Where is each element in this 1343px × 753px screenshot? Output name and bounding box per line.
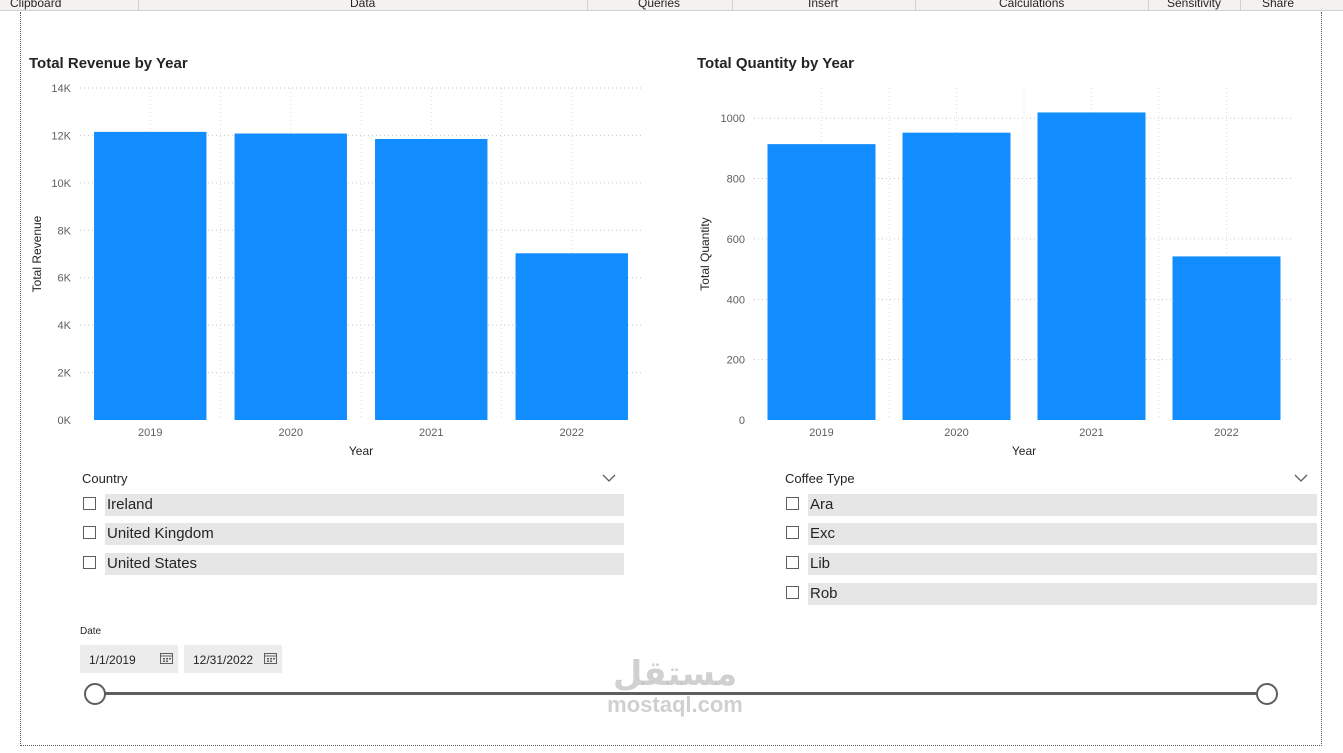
ribbon-group-queries[interactable]: Queries <box>638 0 681 10</box>
date-slider-end-handle[interactable] <box>1256 683 1278 705</box>
x-tick-label: 2021 <box>1079 427 1103 439</box>
checkbox[interactable] <box>786 497 799 510</box>
country-slicer-header: Country <box>82 471 128 486</box>
chevron-down-icon[interactable] <box>1294 473 1308 483</box>
ribbon: Clipboard Data Queries Insert Calculatio… <box>0 0 1343 11</box>
revenue-chart-title: Total Revenue by Year <box>29 55 188 72</box>
slicer-item-label: Ara <box>810 496 834 513</box>
x-tick-label: 2020 <box>944 427 968 439</box>
x-tick-label: 2019 <box>138 427 162 439</box>
calendar-icon[interactable] <box>160 652 173 664</box>
revenue-chart: 0K 2K 4K 6K 8K 10K 12K 14K 2019 2020 2021 2022 Year T… <box>30 83 642 458</box>
quantity-chart: 0 200 400 600 800 1000 2019 2020 2021 2022 Year Tot… <box>698 88 1294 458</box>
ribbon-separator <box>587 0 588 10</box>
country-item-ireland[interactable]: Ireland <box>83 494 624 516</box>
y-tick-label: 200 <box>727 355 745 367</box>
slicer-item-label: United Kingdom <box>107 525 214 542</box>
ribbon-group-calculations[interactable]: Calculations <box>999 0 1065 10</box>
quantity-bar-2022 <box>1172 256 1281 420</box>
slicer-item-label: Ireland <box>107 496 153 513</box>
y-tick-label: 10K <box>51 178 71 190</box>
quantity-chart-title: Total Quantity by Year <box>697 55 854 72</box>
checkbox[interactable] <box>786 526 799 539</box>
calendar-icon[interactable] <box>264 652 277 664</box>
x-tick-label: 2020 <box>279 427 303 439</box>
ribbon-separator <box>732 0 733 10</box>
start-date-input[interactable]: 1/1/2019 <box>80 645 178 673</box>
y-tick-label: 800 <box>727 174 745 186</box>
revenue-bar-2020 <box>234 133 347 420</box>
y-tick-label: 1000 <box>721 113 745 125</box>
y-tick-label: 12K <box>51 130 71 142</box>
revenue-y-axis-title: Total Revenue <box>30 215 44 292</box>
end-date-value: 12/31/2022 <box>193 653 254 667</box>
quantity-y-axis-title: Total Quantity <box>698 217 712 290</box>
country-item-united-kingdom[interactable]: United Kingdom <box>83 523 624 545</box>
y-tick-label: 0K <box>58 415 72 427</box>
slicer-item-background <box>105 553 624 575</box>
x-tick-label: 2022 <box>560 427 584 439</box>
date-slider-track[interactable] <box>95 692 1267 695</box>
slicer-item-background <box>808 553 1317 575</box>
checkbox[interactable] <box>83 556 96 569</box>
slicer-item-background <box>808 494 1317 516</box>
slicer-item-label: Rob <box>810 585 838 602</box>
report-canvas <box>20 12 1322 746</box>
y-tick-label: 14K <box>51 83 71 95</box>
date-slicer-label: Date <box>80 626 102 637</box>
end-date-input[interactable]: 12/31/2022 <box>184 645 282 673</box>
y-tick-label: 600 <box>727 234 745 246</box>
date-slider-start-handle[interactable] <box>84 683 106 705</box>
y-tick-label: 2K <box>58 368 72 380</box>
revenue-bar-2021 <box>375 138 488 420</box>
checkbox[interactable] <box>83 526 96 539</box>
checkbox[interactable] <box>786 586 799 599</box>
slicer-item-background <box>808 523 1317 545</box>
checkbox[interactable] <box>83 497 96 510</box>
country-item-united-states[interactable]: United States <box>83 553 624 575</box>
slicer-item-label: Exc <box>810 525 836 542</box>
slicer-item-background <box>105 523 624 545</box>
ribbon-separator <box>138 0 139 10</box>
revenue-x-axis-title: Year <box>349 444 373 458</box>
checkbox[interactable] <box>786 556 799 569</box>
ribbon-group-clipboard[interactable]: Clipboard <box>10 0 62 10</box>
slicer-item-background <box>808 583 1317 605</box>
coffee-item-rob[interactable]: Rob <box>786 583 1317 605</box>
coffee-item-lib[interactable]: Lib <box>786 553 1317 575</box>
y-tick-label: 400 <box>727 294 745 306</box>
revenue-bar-2019 <box>94 131 207 420</box>
y-tick-label: 8K <box>58 225 72 237</box>
slicer-item-label: United States <box>107 555 198 572</box>
watermark-latin-text: mostaql.com <box>607 692 743 717</box>
coffee-slicer-header: Coffee Type <box>785 471 855 486</box>
quantity-bar-2019 <box>767 144 876 420</box>
x-tick-label: 2021 <box>419 427 443 439</box>
ribbon-separator <box>915 0 916 10</box>
chevron-down-icon[interactable] <box>602 473 616 483</box>
quantity-bar-2021 <box>1037 112 1146 421</box>
coffee-item-exc[interactable]: Exc <box>786 523 1317 545</box>
y-tick-label: 6K <box>58 273 72 285</box>
slicer-item-label: Lib <box>810 555 831 572</box>
x-tick-label: 2022 <box>1214 427 1238 439</box>
coffee-item-ara[interactable]: Ara <box>786 494 1317 516</box>
ribbon-group-insert[interactable]: Insert <box>808 0 839 10</box>
revenue-bar-2022 <box>515 253 628 420</box>
ribbon-separator <box>1240 0 1241 10</box>
x-tick-label: 2019 <box>809 427 833 439</box>
watermark-arabic-text: مستقل <box>612 654 738 694</box>
start-date-value: 1/1/2019 <box>89 653 136 667</box>
quantity-bar-2020 <box>902 132 1011 420</box>
slicer-item-background <box>105 494 624 516</box>
quantity-x-axis-title: Year <box>1012 444 1036 458</box>
ribbon-group-data[interactable]: Data <box>350 0 376 10</box>
y-tick-label: 0 <box>739 415 745 427</box>
ribbon-separator <box>1148 0 1149 10</box>
ribbon-group-sensitivity[interactable]: Sensitivity <box>1167 0 1222 10</box>
ribbon-group-share[interactable]: Share <box>1262 0 1295 10</box>
y-tick-label: 4K <box>58 320 72 332</box>
mostaql-watermark: مستقل mostaql.com <box>590 655 760 717</box>
